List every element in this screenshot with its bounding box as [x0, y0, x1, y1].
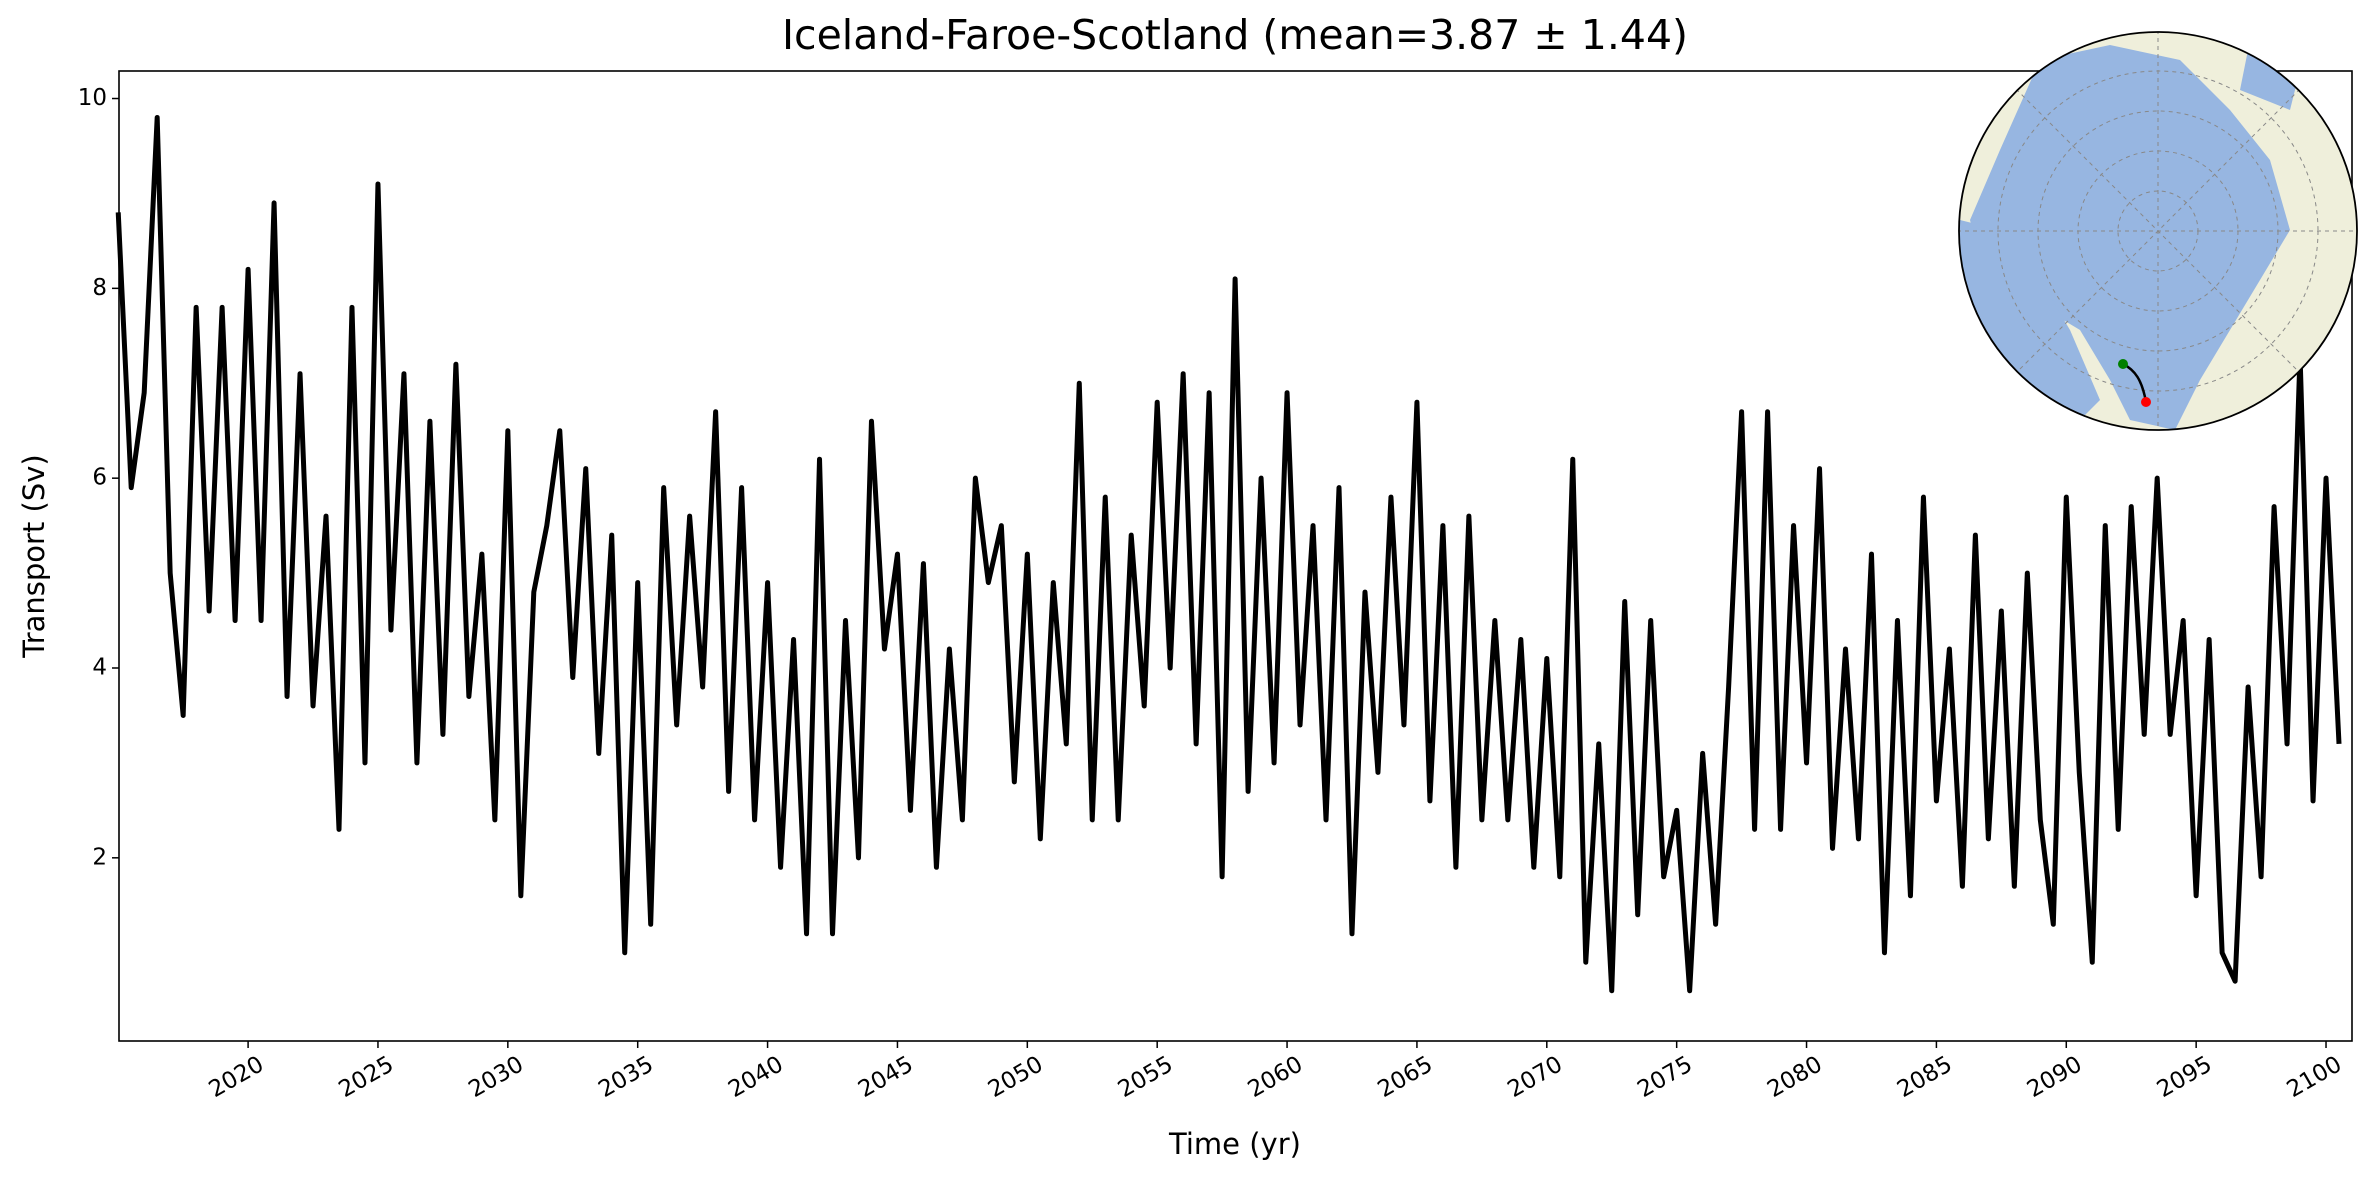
x-tick-label: 2035	[594, 1051, 658, 1103]
x-tick-label: 2040	[724, 1051, 788, 1103]
x-tick-label: 2080	[1763, 1051, 1827, 1103]
x-tick-label: 2045	[854, 1051, 918, 1103]
plot-area	[115, 115, 2342, 994]
y-tick-label: 4	[92, 654, 107, 680]
chart-title: Iceland-Faroe-Scotland (mean=3.87 ± 1.44…	[782, 11, 1688, 59]
section-start	[2118, 359, 2128, 369]
x-tick-label: 2050	[984, 1051, 1048, 1103]
y-tick-label: 6	[92, 465, 107, 491]
inset-map	[1958, 31, 2358, 431]
y-tick-label: 10	[78, 85, 107, 111]
x-tick-label: 2055	[1114, 1051, 1178, 1103]
x-tick-label: 2060	[1244, 1051, 1308, 1103]
x-tick-label: 2075	[1633, 1051, 1697, 1103]
x-tick-label: 2070	[1503, 1051, 1567, 1103]
x-tick-label: 2025	[335, 1051, 399, 1103]
y-axis-label: Transport (Sv)	[17, 454, 51, 659]
section-end	[2141, 397, 2151, 407]
x-tick-label: 2020	[205, 1051, 269, 1103]
axes-frame	[118, 70, 2353, 1042]
x-tick-label: 2030	[464, 1051, 528, 1103]
series-line	[115, 115, 2342, 994]
x-tick-label: 2090	[2023, 1051, 2087, 1103]
x-tick-label: 2085	[1893, 1051, 1957, 1103]
x-tick-label: 2065	[1373, 1051, 1437, 1103]
x-tick-label: 2100	[2283, 1051, 2347, 1103]
map-ocean	[1970, 45, 2290, 430]
y-tick-label: 2	[92, 844, 107, 870]
y-tick-label: 8	[92, 275, 107, 301]
x-axis-label: Time (yr)	[1168, 1127, 1301, 1161]
x-tick-label: 2095	[2153, 1051, 2217, 1103]
